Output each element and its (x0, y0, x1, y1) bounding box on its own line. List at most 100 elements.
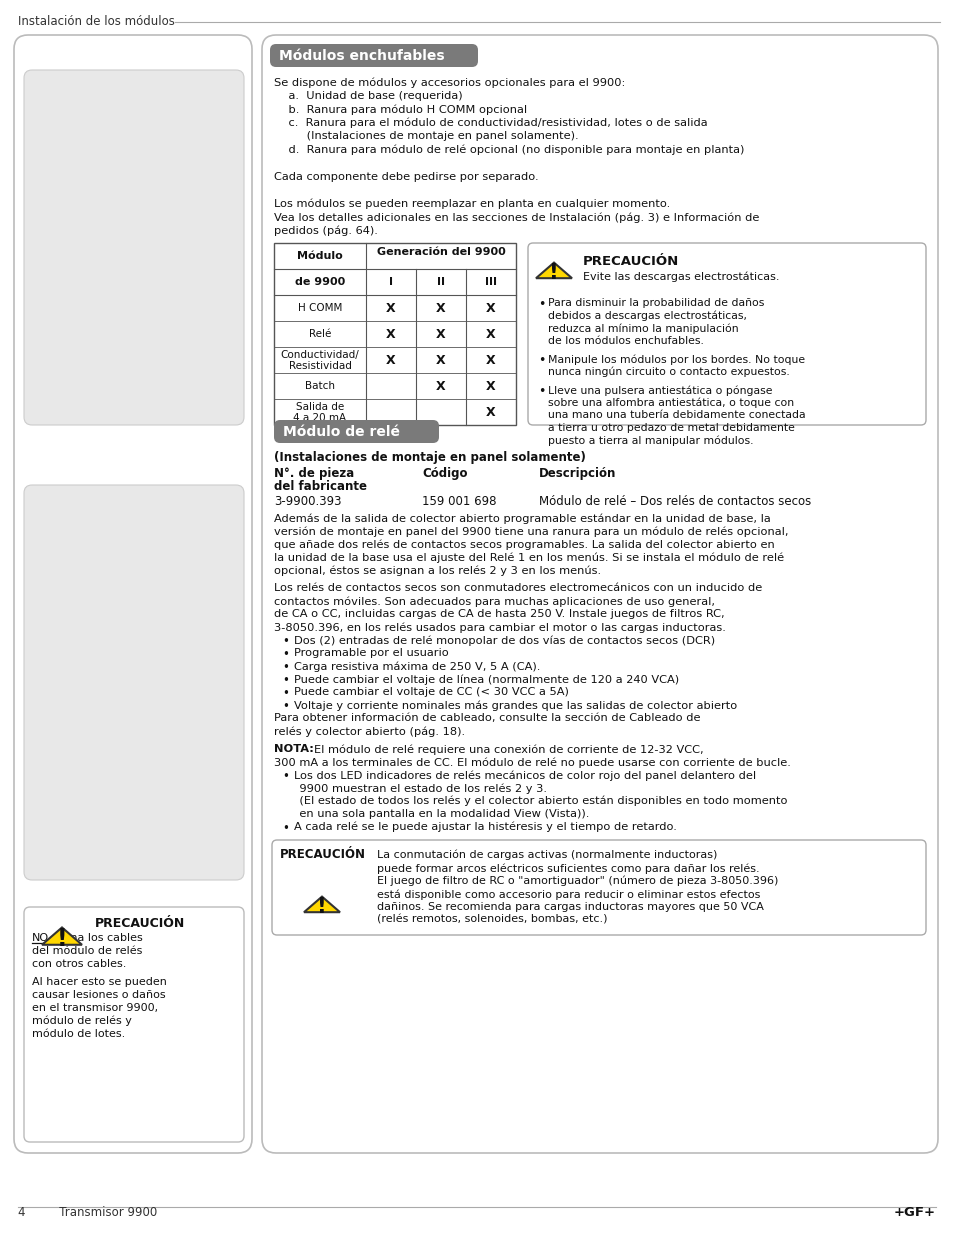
Text: III: III (484, 277, 497, 287)
Text: 3-9900.393: 3-9900.393 (274, 495, 341, 508)
Text: una mano una tubería debidamente conectada: una mano una tubería debidamente conecta… (547, 410, 804, 420)
Text: •: • (282, 648, 289, 661)
Text: Batch: Batch (305, 382, 335, 391)
Text: Lleve una pulsera antiestática o póngase: Lleve una pulsera antiestática o póngase (547, 385, 772, 395)
Text: Código: Código (421, 467, 467, 480)
Text: Carga resistiva máxima de 250 V, 5 A (CA).: Carga resistiva máxima de 250 V, 5 A (CA… (294, 661, 539, 672)
Polygon shape (536, 263, 572, 278)
Text: •: • (537, 298, 545, 311)
Text: NO: NO (32, 932, 49, 944)
Text: H COMM: H COMM (297, 303, 342, 312)
Text: X: X (386, 327, 395, 341)
Text: opcional, éstos se asignan a los relés 2 y 3 en los menús.: opcional, éstos se asignan a los relés 2… (274, 564, 600, 576)
Text: NOTA:: NOTA: (274, 743, 314, 755)
Text: II: II (436, 277, 444, 287)
Bar (274, 243, 516, 425)
Text: Para obtener información de cableado, consulte la sección de Cableado de: Para obtener información de cableado, co… (274, 713, 700, 722)
Text: de CA o CC, incluidas cargas de CA de hasta 250 V. Instale juegos de filtros RC,: de CA o CC, incluidas cargas de CA de ha… (274, 609, 724, 619)
Text: Puede cambiar el voltaje de CC (< 30 VCC a 5A): Puede cambiar el voltaje de CC (< 30 VCC… (294, 687, 568, 697)
FancyBboxPatch shape (24, 906, 244, 1142)
Text: Salida de: Salida de (295, 403, 344, 412)
Text: Módulos enchufables: Módulos enchufables (278, 48, 444, 63)
Text: •: • (282, 823, 289, 835)
Text: X: X (486, 353, 496, 367)
Text: N°. de pieza: N°. de pieza (274, 467, 354, 480)
Text: c.  Ranura para el módulo de conductividad/resistividad, lotes o de salida: c. Ranura para el módulo de conductivida… (274, 117, 707, 128)
Text: (relés remotos, solenoides, bombas, etc.): (relés remotos, solenoides, bombas, etc.… (376, 915, 607, 925)
Text: I: I (389, 277, 393, 287)
Text: (Instalaciones de montaje en panel solamente).: (Instalaciones de montaje en panel solam… (274, 131, 578, 141)
Text: 3-8050.396, en los relés usados para cambiar el motor o las cargas inductoras.: 3-8050.396, en los relés usados para cam… (274, 622, 725, 632)
Text: de los módulos enchufables.: de los módulos enchufables. (547, 336, 703, 346)
Text: X: X (486, 301, 496, 315)
Text: Al hacer esto se pueden: Al hacer esto se pueden (32, 977, 167, 987)
Text: Cada componente debe pedirse por separado.: Cada componente debe pedirse por separad… (274, 172, 538, 182)
Text: La conmutación de cargas activas (normalmente inductoras): La conmutación de cargas activas (normal… (376, 850, 717, 861)
Text: X: X (386, 301, 395, 315)
Text: Puede cambiar el voltaje de línea (normalmente de 120 a 240 VCA): Puede cambiar el voltaje de línea (norma… (294, 674, 679, 684)
FancyBboxPatch shape (272, 840, 925, 935)
Text: A cada relé se le puede ajustar la histéresis y el tiempo de retardo.: A cada relé se le puede ajustar la histé… (294, 823, 677, 832)
Text: PRECAUCIÓN: PRECAUCIÓN (582, 254, 679, 268)
Text: Además de la salida de colector abierto programable estándar en la unidad de bas: Además de la salida de colector abierto … (274, 513, 770, 524)
Text: Para disminuir la probabilidad de daños: Para disminuir la probabilidad de daños (547, 298, 763, 308)
Text: la unidad de la base usa el ajuste del Relé 1 en los menús. Si se instala el mód: la unidad de la base usa el ajuste del R… (274, 552, 783, 562)
FancyBboxPatch shape (24, 70, 244, 425)
Text: Relé: Relé (309, 329, 331, 338)
FancyBboxPatch shape (14, 35, 252, 1153)
FancyBboxPatch shape (274, 420, 438, 443)
Text: del fabricante: del fabricante (274, 480, 367, 493)
Text: Generación del 9900: Generación del 9900 (376, 247, 505, 257)
Text: contactos móviles. Son adecuados para muchas aplicaciones de uso general,: contactos móviles. Son adecuados para mu… (274, 597, 714, 606)
Text: que añade dos relés de contactos secos programables. La salida del colector abie: que añade dos relés de contactos secos p… (274, 538, 774, 550)
Text: módulo de lotes.: módulo de lotes. (32, 1029, 125, 1039)
Text: a.  Unidad de base (requerida): a. Unidad de base (requerida) (274, 90, 462, 100)
Text: nunca ningún circuito o contacto expuestos.: nunca ningún circuito o contacto expuest… (547, 367, 789, 377)
Text: Los módulos se pueden reemplazar en planta en cualquier momento.: Los módulos se pueden reemplazar en plan… (274, 199, 670, 209)
Text: X: X (436, 301, 445, 315)
Text: reduzca al mínimo la manipulación: reduzca al mínimo la manipulación (547, 324, 738, 333)
Text: puede formar arcos eléctricos suficientes como para dañar los relés.: puede formar arcos eléctricos suficiente… (376, 863, 759, 873)
Text: •: • (282, 700, 289, 713)
Text: d.  Ranura para módulo de relé opcional (no disponible para montaje en planta): d. Ranura para módulo de relé opcional (… (274, 144, 743, 156)
Text: está disponible como accesorio para reducir o eliminar estos efectos: está disponible como accesorio para redu… (376, 889, 760, 899)
Text: •: • (282, 674, 289, 687)
Text: Instalación de los módulos: Instalación de los módulos (18, 15, 174, 28)
Text: Evite las descargas electrostáticas.: Evite las descargas electrostáticas. (582, 270, 779, 282)
Text: 4 a 20 mA: 4 a 20 mA (294, 412, 346, 424)
Text: X: X (386, 353, 395, 367)
Text: •: • (537, 385, 545, 398)
Text: Descripción: Descripción (538, 467, 616, 480)
Text: en el transmisor 9900,: en el transmisor 9900, (32, 1003, 158, 1013)
Text: Resistividad: Resistividad (288, 361, 351, 370)
Text: X: X (486, 379, 496, 393)
Text: causar lesiones o daños: causar lesiones o daños (32, 990, 166, 1000)
Text: •: • (537, 354, 545, 367)
Text: X: X (436, 353, 445, 367)
Text: X: X (486, 405, 496, 419)
Text: en una sola pantalla en la modalidad View (Vista)).: en una sola pantalla en la modalidad Vie… (274, 809, 589, 819)
FancyBboxPatch shape (24, 485, 244, 881)
Text: Los relés de contactos secos son conmutadores electromecánicos con un inducido d: Los relés de contactos secos son conmuta… (274, 583, 761, 593)
Text: Vea los detalles adicionales en las secciones de Instalación (pág. 3) e Informac: Vea los detalles adicionales en las secc… (274, 212, 759, 222)
Text: Dos (2) entradas de relé monopolar de dos vías de contactos secos (DCR): Dos (2) entradas de relé monopolar de do… (294, 635, 715, 646)
Text: (El estado de todos los relés y el colector abierto están disponibles en todo mo: (El estado de todos los relés y el colec… (274, 797, 786, 806)
Text: dañinos. Se recomienda para cargas inductoras mayores que 50 VCA: dañinos. Se recomienda para cargas induc… (376, 902, 763, 911)
Polygon shape (42, 927, 82, 945)
Text: •: • (282, 687, 289, 700)
FancyBboxPatch shape (270, 44, 477, 67)
Text: debidos a descargas electrostáticas,: debidos a descargas electrostáticas, (547, 310, 746, 321)
Text: Módulo de relé – Dos relés de contactos secos: Módulo de relé – Dos relés de contactos … (538, 495, 810, 508)
Text: •: • (282, 769, 289, 783)
Text: !: ! (56, 926, 68, 951)
Polygon shape (304, 897, 339, 913)
Text: versión de montaje en panel del 9900 tiene una ranura para un módulo de relés op: versión de montaje en panel del 9900 tie… (274, 526, 788, 536)
Text: sobre una alfombra antiestática, o toque con: sobre una alfombra antiestática, o toque… (547, 398, 793, 408)
Text: Programable por el usuario: Programable por el usuario (294, 648, 448, 658)
Text: pedidos (pág. 64).: pedidos (pág. 64). (274, 226, 377, 236)
Text: PRECAUCIÓN: PRECAUCIÓN (95, 918, 185, 930)
Text: X: X (436, 327, 445, 341)
Text: !: ! (549, 263, 558, 283)
Text: El juego de filtro de RC o "amortiguador" (número de pieza 3-8050.396): El juego de filtro de RC o "amortiguador… (376, 876, 778, 887)
Text: (Instalaciones de montaje en panel solamente): (Instalaciones de montaje en panel solam… (274, 451, 585, 464)
